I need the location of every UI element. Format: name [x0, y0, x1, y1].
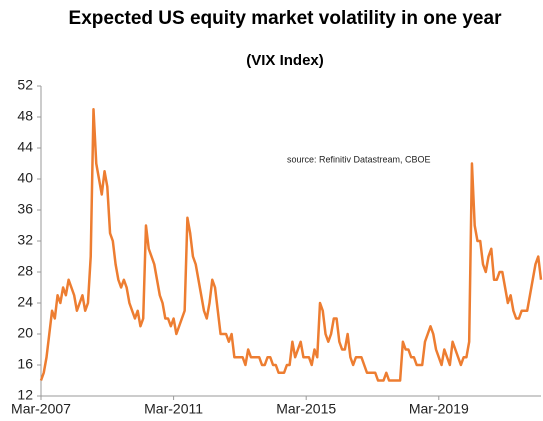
data-line	[39, 108, 543, 382]
y-tick-label: 20	[17, 325, 33, 341]
y-tick-label: 48	[17, 108, 33, 124]
y-tick-label: 40	[17, 170, 33, 186]
x-tick-label: Mar-2011	[144, 401, 203, 417]
x-tick-label: Mar-2019	[409, 401, 469, 417]
y-tick-label: 12	[17, 387, 33, 403]
y-tick-label: 24	[17, 294, 33, 310]
x-tick-label: Mar-2015	[276, 401, 336, 417]
y-tick-label: 28	[17, 263, 33, 279]
y-tick-label: 16	[17, 356, 33, 372]
chart-subtitle: (VIX Index)	[246, 52, 324, 69]
y-tick-label: 36	[17, 201, 33, 217]
y-tick-label: 52	[17, 77, 33, 93]
annotation: source: Refinitiv Datastream, CBOE	[287, 154, 431, 164]
y-tick-label: 44	[17, 139, 33, 155]
y-tick-label: 32	[17, 232, 33, 248]
x-tick-label: Mar-2007	[11, 401, 71, 417]
chart-title: Expected US equity market volatility in …	[68, 8, 502, 29]
